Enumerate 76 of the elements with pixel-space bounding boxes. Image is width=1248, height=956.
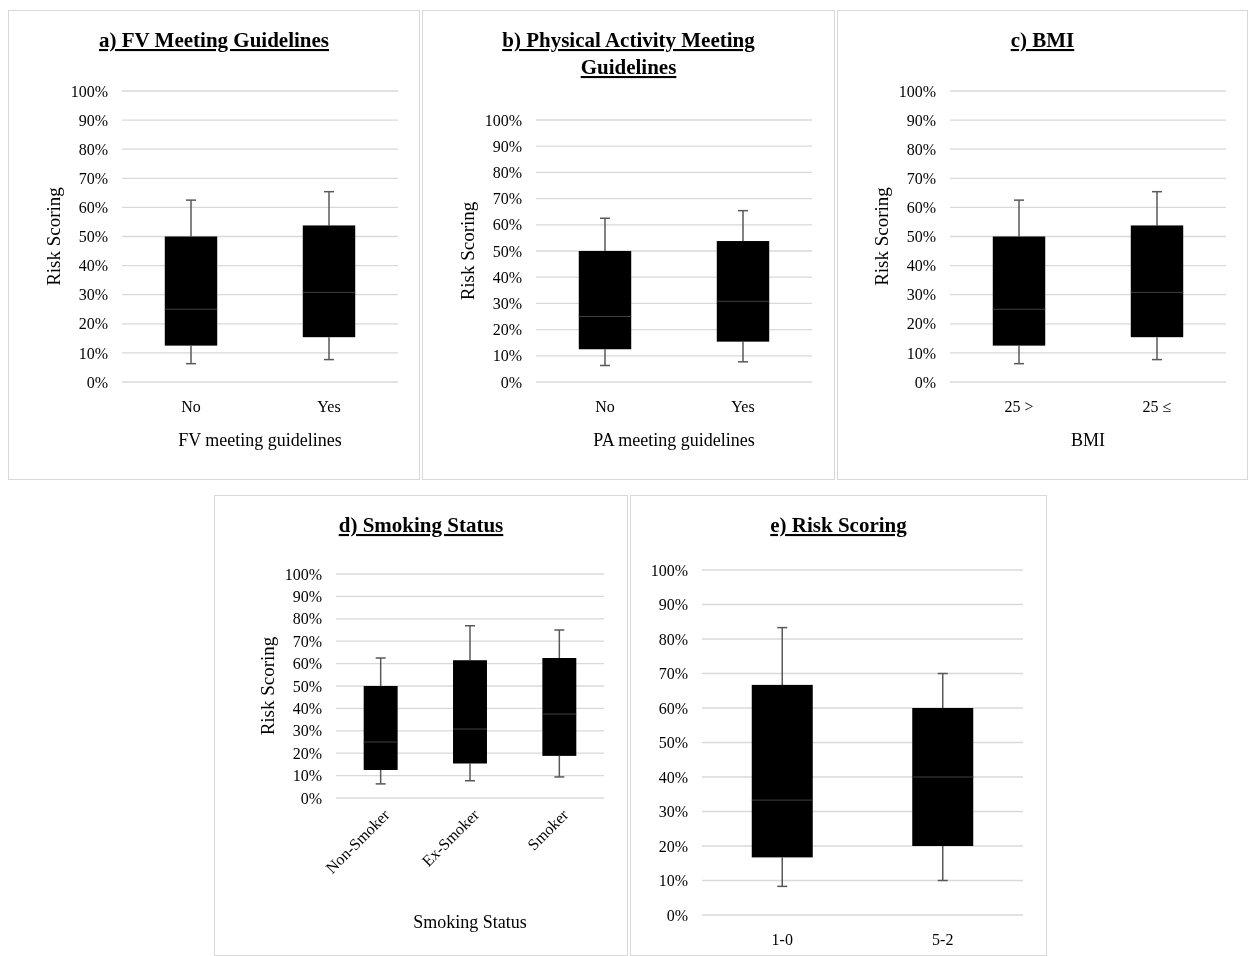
chart-title: b) Physical Activity Meeting Guidelines xyxy=(502,28,756,79)
x-tick-label: Yes xyxy=(731,398,755,415)
y-tick-label: 50% xyxy=(78,228,108,246)
y-tick-label: 10% xyxy=(658,872,688,890)
chart-title: a) FV Meeting Guidelines xyxy=(98,28,330,52)
y-tick-label: 60% xyxy=(492,216,522,234)
y-axis-title: Risk Scoring xyxy=(457,201,478,301)
y-tick-label: 80% xyxy=(292,610,322,628)
y-tick-label: 40% xyxy=(292,700,322,717)
y-tick-label: 20% xyxy=(492,321,522,339)
x-tick-label: No xyxy=(181,398,201,415)
y-tick-label: 0% xyxy=(300,789,322,807)
x-axis-title: Smoking Status xyxy=(413,912,527,932)
y-tick-label: 100% xyxy=(284,565,322,583)
y-tick-label: 0% xyxy=(86,373,108,391)
x-tick-label: 5-2 xyxy=(932,931,954,948)
y-tick-label: 70% xyxy=(292,632,322,650)
y-tick-label: 60% xyxy=(906,199,936,216)
y-tick-label: 20% xyxy=(78,315,108,333)
y-tick-label: 50% xyxy=(906,228,936,246)
x-tick-label: 1-0 xyxy=(771,931,793,948)
y-tick-label: 10% xyxy=(492,347,522,365)
y-tick-label: 80% xyxy=(906,140,936,158)
y-tick-label: 90% xyxy=(906,111,936,129)
y-tick-label: 20% xyxy=(906,315,936,333)
x-tick-label: 25 > xyxy=(1004,398,1034,415)
y-tick-label: 30% xyxy=(492,295,522,312)
y-tick-label: 30% xyxy=(906,286,936,304)
y-tick-label: 30% xyxy=(658,803,688,821)
x-axis-title: BMI xyxy=(1070,430,1106,450)
y-tick-label: 40% xyxy=(906,257,936,275)
y-tick-label: 20% xyxy=(658,837,688,855)
y-axis-title: Risk Scoring xyxy=(257,636,278,736)
y-tick-label: 30% xyxy=(78,286,108,304)
y-tick-label: 70% xyxy=(658,665,688,683)
y-tick-label: 60% xyxy=(292,655,322,673)
y-tick-label: 100% xyxy=(650,561,688,579)
y-axis-title: Risk Scoring xyxy=(871,186,892,286)
y-tick-label: 50% xyxy=(292,677,322,695)
y-tick-label: 70% xyxy=(78,169,108,187)
chart-title: c) BMI xyxy=(1010,28,1075,52)
y-tick-label: 30% xyxy=(292,722,322,740)
x-tick-label: Yes xyxy=(317,398,341,415)
y-tick-label: 10% xyxy=(78,344,108,362)
y-tick-label: 0% xyxy=(666,906,688,924)
y-tick-label: 20% xyxy=(292,744,322,762)
chart-title: e) Risk Scoring xyxy=(770,513,908,537)
y-axis-title: Risk Scoring xyxy=(43,186,64,286)
y-tick-label: 100% xyxy=(70,82,108,100)
y-tick-label: 50% xyxy=(492,242,522,260)
y-tick-label: 90% xyxy=(78,111,108,129)
y-tick-label: 40% xyxy=(78,257,108,275)
y-tick-label: 0% xyxy=(500,373,522,391)
y-tick-label: 40% xyxy=(492,268,522,286)
y-tick-label: 70% xyxy=(906,169,936,187)
y-tick-label: 90% xyxy=(492,137,522,155)
x-tick-label: No xyxy=(595,398,615,415)
y-tick-label: 0% xyxy=(914,373,936,391)
y-tick-label: 80% xyxy=(658,630,688,648)
y-tick-label: 90% xyxy=(658,596,688,614)
y-tick-label: 60% xyxy=(658,699,688,717)
y-tick-label: 70% xyxy=(492,190,522,208)
y-tick-label: 80% xyxy=(78,140,108,158)
y-tick-label: 60% xyxy=(78,199,108,216)
y-tick-label: 10% xyxy=(292,767,322,785)
y-tick-label: 90% xyxy=(292,588,322,605)
y-tick-label: 80% xyxy=(492,164,522,181)
y-tick-label: 100% xyxy=(484,111,522,129)
y-tick-label: 40% xyxy=(658,768,688,786)
y-tick-label: 50% xyxy=(658,734,688,752)
y-tick-label: 100% xyxy=(898,82,936,100)
x-tick-label: 25 ≤ xyxy=(1142,398,1172,415)
x-axis-title: FV meeting guidelines xyxy=(178,430,342,450)
chart-title: d) Smoking Status xyxy=(338,513,504,537)
y-tick-label: 10% xyxy=(906,344,936,362)
x-axis-title: PA meeting guidelines xyxy=(593,430,755,450)
